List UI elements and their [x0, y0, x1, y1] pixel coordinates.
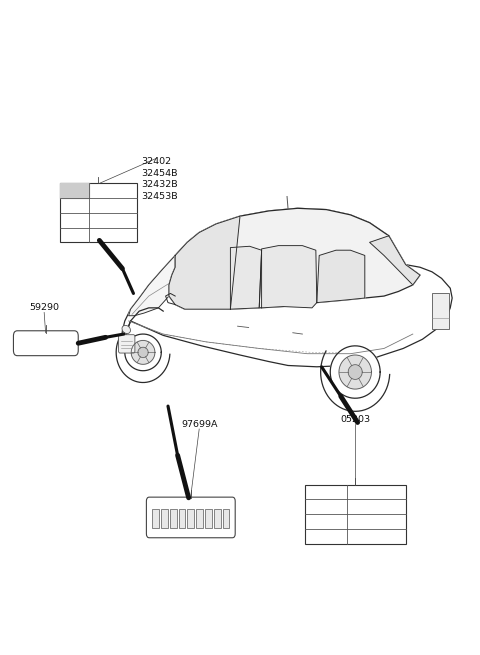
Bar	[161, 509, 168, 529]
Polygon shape	[125, 334, 161, 371]
Bar	[214, 509, 221, 529]
Polygon shape	[339, 355, 372, 389]
Polygon shape	[169, 216, 240, 309]
Bar	[170, 509, 177, 529]
Text: 32402
32454B
32432B
32453B: 32402 32454B 32432B 32453B	[142, 157, 178, 200]
Text: 59290: 59290	[29, 303, 59, 312]
Bar	[432, 293, 449, 329]
Bar	[60, 183, 137, 242]
Text: 05203: 05203	[340, 415, 370, 424]
Polygon shape	[131, 341, 155, 364]
Bar	[205, 509, 212, 529]
Bar	[179, 509, 185, 529]
Polygon shape	[60, 183, 89, 198]
FancyBboxPatch shape	[13, 331, 78, 356]
Bar	[152, 509, 159, 529]
Polygon shape	[121, 208, 452, 367]
Polygon shape	[370, 236, 420, 285]
Polygon shape	[330, 346, 380, 398]
Polygon shape	[317, 250, 365, 303]
Text: 97699A: 97699A	[181, 420, 217, 429]
Bar	[223, 509, 229, 529]
FancyBboxPatch shape	[146, 497, 235, 538]
Polygon shape	[230, 246, 262, 309]
Polygon shape	[129, 255, 175, 316]
Polygon shape	[348, 365, 362, 379]
FancyBboxPatch shape	[119, 335, 135, 353]
Polygon shape	[169, 208, 420, 309]
Polygon shape	[138, 347, 148, 358]
Polygon shape	[262, 246, 317, 308]
Bar	[196, 509, 203, 529]
Bar	[187, 509, 194, 529]
Bar	[305, 485, 406, 544]
Ellipse shape	[122, 326, 131, 333]
